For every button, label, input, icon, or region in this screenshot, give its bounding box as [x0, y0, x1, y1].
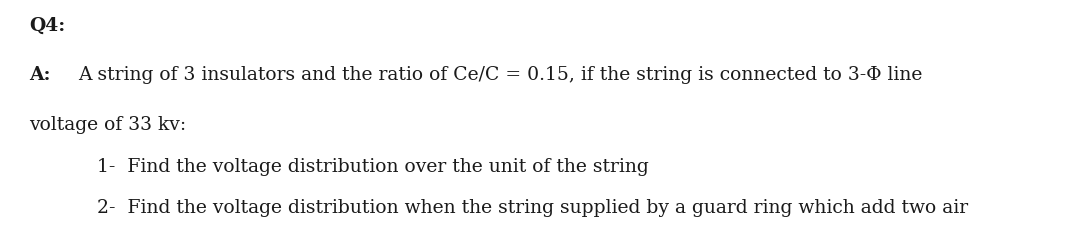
Text: voltage of 33 kv:: voltage of 33 kv:	[29, 116, 186, 134]
Text: Q4:: Q4:	[29, 17, 66, 34]
Text: A string of 3 insulators and the ratio of Ce/C = 0.15, if the string is connecte: A string of 3 insulators and the ratio o…	[78, 66, 922, 84]
Text: A:: A:	[29, 66, 51, 84]
Text: 1-  Find the voltage distribution over the unit of the string: 1- Find the voltage distribution over th…	[97, 158, 649, 176]
Text: 2-  Find the voltage distribution when the string supplied by a guard ring which: 2- Find the voltage distribution when th…	[97, 199, 969, 217]
